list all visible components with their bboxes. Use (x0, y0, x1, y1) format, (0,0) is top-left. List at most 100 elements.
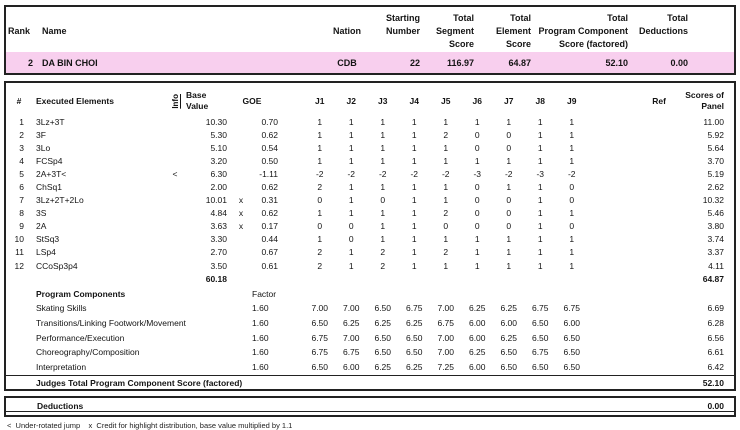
judge-score: 1 (411, 247, 417, 258)
component-row: Transitions/Linking Footwork/Movement 1.… (6, 316, 734, 331)
judge-score: 1 (474, 234, 480, 245)
element-name: LSp4 (36, 247, 56, 258)
judge-score: 1 (506, 155, 512, 166)
judge-score: 1 (348, 155, 354, 166)
element-row: 10 StSq3 3.30 0.44 1 0 1 1 1 1 1 1 1 3.7… (6, 233, 734, 246)
judge-score: 1 (506, 116, 512, 127)
judge-score: 1 (317, 116, 323, 127)
element-number: 6 (19, 182, 24, 193)
element-number: 8 (19, 208, 24, 219)
judge-score: 1 (537, 129, 543, 140)
judge-score: 1 (474, 155, 480, 166)
judge-score: 1 (348, 116, 354, 127)
component-judge-score: 6.50 (500, 361, 518, 372)
judge-column-header: J2 (346, 95, 356, 106)
result-header-box: Rank Name Nation Starting Number Total S… (4, 5, 736, 75)
component-panel-score: 6.42 (707, 361, 724, 372)
rank-column-label: Rank (8, 26, 31, 36)
judge-column-header: J9 (567, 95, 577, 106)
judge-score: -2 (567, 168, 576, 179)
judge-score: 1 (443, 260, 449, 271)
component-judge-score: 6.50 (405, 347, 423, 358)
element-name: CCoSp3p4 (36, 260, 78, 271)
component-judge-score: 6.25 (500, 332, 518, 343)
component-judge-score: 6.50 (500, 347, 518, 358)
elements-totals-row: 60.18 64.87 (6, 272, 734, 285)
deductions-label: Deductions (37, 400, 84, 411)
panel-line-2: Panel (701, 101, 724, 111)
element-panel-score: 10.32 (702, 195, 724, 206)
element-goe: 0.50 (261, 155, 278, 166)
element-x-credit: x (238, 195, 244, 206)
competitor-row: 2 DA BIN CHOI CDB 22 116.97 64.87 52.10 … (6, 52, 734, 73)
component-judge-score: 7.00 (342, 332, 360, 343)
competitor-starting-number: 22 (409, 57, 420, 68)
component-judge-score: 6.50 (405, 332, 423, 343)
competitor-element-score: 64.87 (508, 57, 531, 68)
component-judge-score: 6.75 (311, 347, 329, 358)
element-row: 6 ChSq1 2.00 0.62 2 1 1 1 1 0 1 1 0 2.62 (6, 180, 734, 193)
component-judge-score: 6.25 (405, 361, 423, 372)
component-name: Interpretation (36, 361, 87, 372)
element-x-credit: x (238, 208, 244, 219)
element-name: 3Lz+3T (36, 116, 65, 127)
judge-score: 1 (474, 247, 480, 258)
judge-score: 0 (569, 182, 575, 193)
component-factor: 1.60 (252, 347, 269, 358)
judge-score: 1 (317, 142, 323, 153)
judge-score: 1 (317, 234, 323, 245)
judges-total-value: 52.10 (702, 377, 724, 388)
segment-line-1: Total (453, 13, 474, 23)
element-goe: 0.17 (261, 221, 278, 232)
base-value-header: Base Value (184, 90, 230, 112)
component-judge-score: 6.50 (374, 347, 392, 358)
panel-line-1: Scores of (685, 90, 724, 100)
element-row: 12 CCoSp3p4 3.50 0.61 2 1 2 1 1 1 1 1 1 … (6, 259, 734, 272)
element-goe: 0.62 (261, 208, 278, 219)
base-line-1: Base (186, 90, 207, 100)
element-panel-score: 3.74 (707, 234, 724, 245)
total-panel-score: 64.87 (702, 273, 724, 284)
judges-details-box: # Executed Elements Info Base Value GOE … (4, 81, 736, 391)
judge-score: 1 (380, 142, 386, 153)
judges-total-row: Judges Total Program Component Score (fa… (6, 375, 734, 389)
element-number: 3 (19, 142, 24, 153)
judge-score: 1 (569, 129, 575, 140)
component-factor: 1.60 (252, 318, 269, 329)
element-base-value: 3.50 (210, 260, 227, 271)
component-judge-score: 6.00 (563, 318, 581, 329)
judge-score: 1 (506, 260, 512, 271)
component-factor: 1.60 (252, 303, 269, 314)
competitor-component-score: 52.10 (605, 57, 628, 68)
judge-score: 0 (474, 195, 480, 206)
deductions-value: 0.00 (707, 400, 724, 411)
element-name: 3F (36, 129, 46, 140)
element-goe: 0.54 (261, 142, 278, 153)
judge-score: 1 (537, 142, 543, 153)
judge-score: 0 (506, 208, 512, 219)
judge-column-header: J3 (378, 95, 388, 106)
judge-score: 1 (506, 247, 512, 258)
judge-score: 1 (411, 129, 417, 140)
component-row: Skating Skills 1.60 7.00 7.00 6.50 6.75 … (6, 301, 734, 316)
competitor-rank: 2 (27, 57, 33, 68)
element-name: 2A+3T< (36, 168, 67, 179)
judge-score: 1 (411, 182, 417, 193)
judge-score: 0 (506, 221, 512, 232)
judge-score: -3 (536, 168, 545, 179)
judge-score: 2 (380, 260, 386, 271)
judge-column-header: J6 (472, 95, 482, 106)
element-goe: -1.11 (259, 168, 278, 179)
component-judge-score: 6.75 (531, 347, 549, 358)
ref-column-header: Ref (652, 95, 666, 106)
judge-score: 0 (569, 221, 575, 232)
factor-label: Factor (252, 289, 277, 300)
element-name: StSq3 (36, 234, 60, 245)
judges-total-label: Judges Total Program Component Score (fa… (36, 377, 243, 388)
judge-score: 1 (537, 116, 543, 127)
judge-score: 1 (537, 195, 543, 206)
element-panel-score: 5.92 (707, 129, 724, 140)
judge-score: 0 (443, 221, 449, 232)
segment-line-2: Segment (435, 26, 474, 36)
component-judge-score: 7.00 (342, 303, 360, 314)
